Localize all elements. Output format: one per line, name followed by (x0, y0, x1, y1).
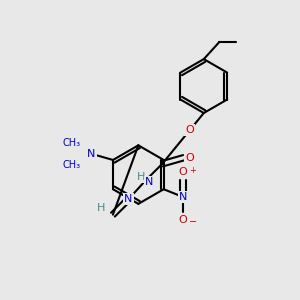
Text: N: N (179, 192, 187, 202)
Text: N: N (87, 149, 96, 159)
Text: N: N (145, 177, 153, 187)
Text: +: + (189, 166, 196, 175)
Text: H: H (96, 203, 105, 214)
Text: O: O (178, 215, 187, 225)
Text: CH₃: CH₃ (62, 138, 80, 148)
Text: O: O (186, 125, 194, 135)
Text: N: N (124, 194, 133, 204)
Text: O: O (186, 153, 194, 163)
Text: O: O (178, 167, 187, 177)
Text: H: H (137, 172, 146, 182)
Text: −: − (189, 217, 197, 226)
Text: CH₃: CH₃ (62, 160, 80, 170)
